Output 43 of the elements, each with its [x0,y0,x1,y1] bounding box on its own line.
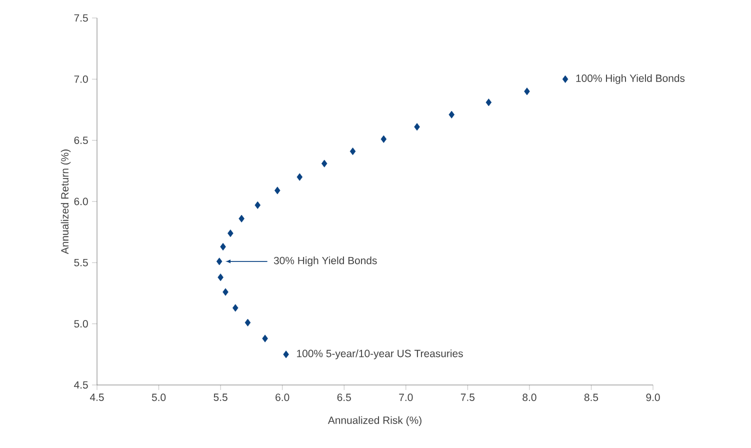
x-tick-label: 7.5 [460,394,475,401]
x-axis-title: Annualized Risk (%) [328,416,422,426]
x-tick-label: 6.5 [337,394,351,402]
point [232,304,238,312]
point [486,98,492,106]
point [216,258,222,266]
x-tick-label: 9.0 [646,394,660,402]
point [296,173,303,181]
point [218,274,224,282]
y-axis-title: Annualized Return (%) [60,150,71,254]
x-tick-label: 5.0 [152,394,166,402]
point [274,186,280,194]
y-tick-label: 7.5 [74,14,88,22]
point [562,75,568,83]
point [524,88,530,96]
x-tick-label: 5.5 [214,394,228,401]
annotation: 100% 5-year/10-year US Treasuries [297,350,463,360]
point [350,148,356,156]
point [283,350,289,358]
point [254,201,261,209]
y-tick-label: 6.5 [74,136,88,144]
point [238,214,244,222]
x-tick-label: 8.0 [522,394,536,402]
annotation: 100% High Yield Bonds [576,74,685,84]
point [380,135,387,143]
y-tick-label: 4.5 [74,381,88,389]
y-tick-label: 5.0 [74,320,88,328]
point [228,229,234,238]
point [414,123,420,131]
y-tick-label: 5.5 [74,259,88,266]
point [321,160,328,168]
x-tick-label: 8.5 [584,394,598,402]
x-tick-label: 6.0 [276,394,290,402]
y-tick-label: 6.0 [74,198,88,206]
point [244,318,251,326]
point [262,334,268,342]
annotation: 30% High Yield Bonds [274,256,377,266]
point [222,288,228,296]
y-tick-label: 7.0 [74,75,88,83]
x-tick-label: 7.0 [399,394,413,402]
point [220,242,226,251]
point [448,110,455,118]
x-tick-label: 4.5 [90,394,104,401]
